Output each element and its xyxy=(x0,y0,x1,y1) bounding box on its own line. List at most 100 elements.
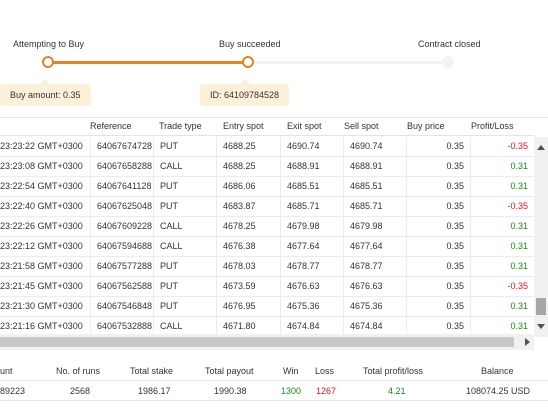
summary-header-payout: Total payout xyxy=(205,366,254,376)
cell-buy-price: 0.35 xyxy=(406,297,470,317)
cell-time: 23:21:16 GMT+0300 xyxy=(0,321,83,331)
cell-trade-type: PUT xyxy=(153,137,216,157)
cell-reference: 64067562588 xyxy=(90,277,153,297)
summary-values-row: 89223 2568 1986.17 1990.38 1300 1267 4.2… xyxy=(0,381,548,401)
cell-trade-type: PUT xyxy=(153,277,216,297)
cell-entry-spot: 4671.80 xyxy=(216,317,280,337)
header-profit-loss[interactable]: Profit/Loss xyxy=(471,121,514,131)
cell-reference: 64067546848 xyxy=(90,297,153,317)
scroll-down-icon[interactable] xyxy=(537,324,545,329)
cell-entry-spot: 4678.03 xyxy=(216,257,280,277)
cell-trade-type: PUT xyxy=(153,197,216,217)
cell-reference: 64067594688 xyxy=(90,237,153,257)
progress-track-pending xyxy=(248,61,448,64)
cell-buy-price: 0.35 xyxy=(406,317,470,337)
cell-exit-spot: 4679.98 xyxy=(280,217,343,237)
cell-trade-type: CALL xyxy=(153,217,216,237)
summary-header-account: unt xyxy=(0,366,13,376)
summary-win-value: 1300 xyxy=(281,386,302,396)
table-row[interactable]: 23:21:30 GMT+0300 64067546848 PUT 4676.95 46… xyxy=(0,297,534,317)
table-row[interactable]: 23:22:26 GMT+0300 64067609228 CALL 4678.25 4… xyxy=(0,217,534,237)
step-contract-closed-node xyxy=(442,56,454,68)
transactions-table-body: 23:23:22 GMT+0300 64067674728 PUT 4688.25 46… xyxy=(0,137,534,337)
cell-profit-loss: -0.35 xyxy=(470,197,534,217)
table-row[interactable]: 23:22:12 GMT+0300 64067594688 CALL 4676.38 4… xyxy=(0,237,534,257)
scroll-up-icon[interactable] xyxy=(537,145,545,150)
summary-account-value: 89223 xyxy=(0,386,26,396)
cell-profit-loss: 0.31 xyxy=(470,317,534,337)
cell-sell-spot: 4679.98 xyxy=(343,217,406,237)
contract-id-tooltip: ID: 64109784528 xyxy=(200,79,290,106)
cell-entry-spot: 4676.95 xyxy=(216,297,280,317)
summary-balance-value: 108074.25 USD xyxy=(466,386,531,396)
table-row[interactable]: 23:22:54 GMT+0300 64067641128 PUT 4686.06 46… xyxy=(0,177,534,197)
horizontal-scrollbar[interactable] xyxy=(0,334,534,350)
cell-time: 23:22:54 GMT+0300 xyxy=(0,181,83,191)
header-reference[interactable]: Reference xyxy=(90,121,132,131)
cell-exit-spot: 4676.63 xyxy=(280,277,343,297)
cell-trade-type: CALL xyxy=(153,237,216,257)
summary-header-stake: Total stake xyxy=(130,366,174,376)
summary-header-win: Win xyxy=(283,366,299,376)
scroll-right-icon[interactable] xyxy=(525,338,530,346)
vertical-scrollbar[interactable] xyxy=(534,137,548,337)
table-row[interactable]: 23:23:08 GMT+0300 64067658288 CALL 4688.25 4… xyxy=(0,157,534,177)
cell-buy-price: 0.35 xyxy=(406,237,470,257)
header-entry-spot[interactable]: Entry spot xyxy=(223,121,264,131)
transactions-table-header: Reference Trade type Entry spot Exit spo… xyxy=(0,118,534,136)
cell-sell-spot: 4677.64 xyxy=(343,237,406,257)
cell-exit-spot: 4685.71 xyxy=(280,197,343,217)
cell-time: 23:21:30 GMT+0300 xyxy=(0,301,83,311)
step-buy-succeeded-node xyxy=(242,56,254,68)
cell-trade-type: PUT xyxy=(153,177,216,197)
cell-profit-loss: -0.35 xyxy=(470,137,534,157)
cell-sell-spot: 4674.84 xyxy=(343,317,406,337)
summary-header-balance: Balance xyxy=(481,366,514,376)
table-row[interactable]: 23:23:22 GMT+0300 64067674728 PUT 4688.25 46… xyxy=(0,137,534,157)
header-buy-price[interactable]: Buy price xyxy=(407,121,445,131)
cell-reference: 64067625048 xyxy=(90,197,153,217)
progress-track-done xyxy=(48,61,248,64)
horizontal-scroll-thumb[interactable] xyxy=(0,337,514,347)
cell-entry-spot: 4686.06 xyxy=(216,177,280,197)
cell-trade-type: CALL xyxy=(153,317,216,337)
cell-exit-spot: 4677.64 xyxy=(280,237,343,257)
summary-runs-value: 2568 xyxy=(70,386,91,396)
cell-entry-spot: 4673.59 xyxy=(216,277,280,297)
cell-profit-loss: 0.31 xyxy=(470,157,534,177)
buy-amount-tooltip: Buy amount: 0.35 xyxy=(0,79,91,106)
header-exit-spot[interactable]: Exit spot xyxy=(287,121,322,131)
cell-entry-spot: 4678.25 xyxy=(216,217,280,237)
cell-entry-spot: 4688.25 xyxy=(216,157,280,177)
step-buy-succeeded-label: Buy succeeded xyxy=(219,39,281,49)
cell-reference: 64067641128 xyxy=(90,177,153,197)
cell-entry-spot: 4688.25 xyxy=(216,137,280,157)
step-attempting-node xyxy=(42,56,54,68)
cell-sell-spot: 4688.91 xyxy=(343,157,406,177)
cell-sell-spot: 4676.63 xyxy=(343,277,406,297)
summary-header: unt No. of runs Total stake Total payout… xyxy=(0,361,548,381)
vertical-scroll-thumb[interactable] xyxy=(536,298,546,315)
cell-buy-price: 0.35 xyxy=(406,137,470,157)
cell-time: 23:21:58 GMT+0300 xyxy=(0,261,83,271)
summary-payout-value: 1990.38 xyxy=(214,386,247,396)
table-row[interactable]: 23:22:40 GMT+0300 64067625048 PUT 4683.87 46… xyxy=(0,197,534,217)
header-trade-type[interactable]: Trade type xyxy=(159,121,202,131)
cell-buy-price: 0.35 xyxy=(406,177,470,197)
cell-reference: 64067532888 xyxy=(90,317,153,337)
cell-sell-spot: 4678.77 xyxy=(343,257,406,277)
summary-loss-value: 1267 xyxy=(316,386,337,396)
cell-entry-spot: 4676.38 xyxy=(216,237,280,257)
table-row[interactable]: 23:21:45 GMT+0300 64067562588 PUT 4673.59 46… xyxy=(0,277,534,297)
cell-exit-spot: 4675.36 xyxy=(280,297,343,317)
transactions-table: Reference Trade type Entry spot Exit spo… xyxy=(0,117,548,350)
table-row[interactable]: 23:21:58 GMT+0300 64067577288 PUT 4678.03 46… xyxy=(0,257,534,277)
cell-time: 23:23:08 GMT+0300 xyxy=(0,161,83,171)
header-sell-spot[interactable]: Sell spot xyxy=(344,121,379,131)
cell-profit-loss: 0.31 xyxy=(470,297,534,317)
step-attempting-label: Attempting to Buy xyxy=(13,39,85,49)
cell-trade-type: PUT xyxy=(153,297,216,317)
cell-reference: 64067658288 xyxy=(90,157,153,177)
cell-reference: 64067609228 xyxy=(90,217,153,237)
cell-buy-price: 0.35 xyxy=(406,157,470,177)
